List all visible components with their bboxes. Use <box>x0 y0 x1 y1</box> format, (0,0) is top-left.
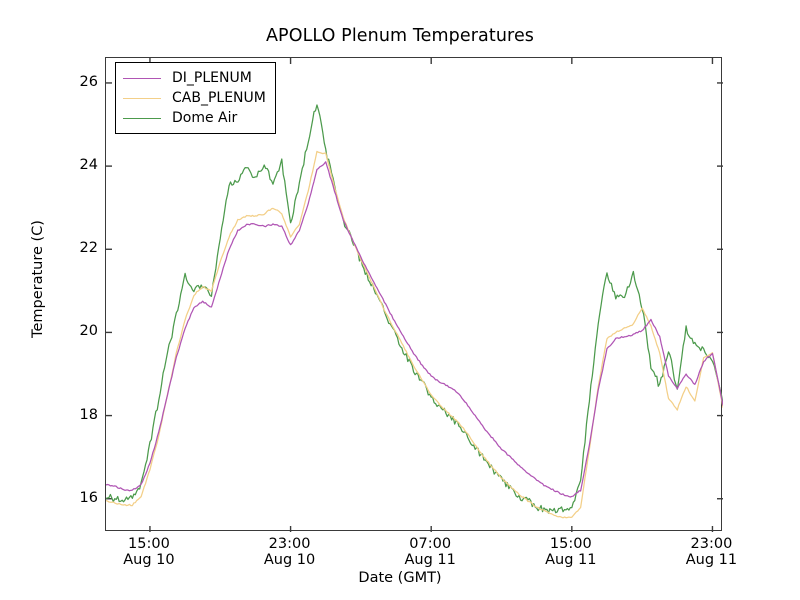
x-tick-time: 07:00 <box>409 536 452 552</box>
legend-color-swatch <box>123 117 161 119</box>
x-axis-label: Date (GMT) <box>358 570 442 586</box>
y-tick-label: 20 <box>79 323 98 340</box>
x-tick-date: Aug 11 <box>545 552 597 569</box>
series-canvas <box>106 58 723 532</box>
x-tick-label: 15:00 Aug 11 <box>511 536 631 568</box>
x-tick-time: 23:00 <box>690 536 733 552</box>
legend-label: Dome Air <box>172 110 238 126</box>
y-tick-label: 24 <box>79 157 98 174</box>
chart-title: APOLLO Plenum Temperatures <box>265 26 535 46</box>
x-tick-label: 23:00 Aug 11 <box>651 536 771 568</box>
legend-color-swatch <box>123 77 161 79</box>
series-line-dome-air <box>106 104 723 514</box>
x-tick-label: 23:00 Aug 10 <box>230 536 350 568</box>
y-axis-ticks: 16 18 20 22 24 26 <box>48 57 98 531</box>
y-tick-label: 16 <box>79 489 98 506</box>
legend-item[interactable]: CAB_PLENUM <box>123 88 266 108</box>
x-axis-ticks: 15:00 Aug 10 23:00 Aug 10 07:00 Aug 11 15:00 Au… <box>105 536 737 582</box>
x-tick-time: 15:00 <box>549 536 592 552</box>
x-tick-label: 15:00 Aug 10 <box>89 536 209 568</box>
plot-area <box>105 57 723 532</box>
y-tick-label: 26 <box>79 73 98 90</box>
x-tick-date: Aug 10 <box>263 552 316 569</box>
x-tick-date: Aug 11 <box>404 552 456 569</box>
x-tick-date: Aug 11 <box>685 552 738 569</box>
legend-label: CAB_PLENUM <box>172 90 266 106</box>
y-tick-label: 18 <box>79 406 98 423</box>
y-axis-label: Temperature (C) <box>30 220 46 338</box>
series-line-cab-plenum <box>106 150 723 519</box>
x-tick-date: Aug 10 <box>123 552 175 569</box>
legend-item[interactable]: Dome Air <box>123 108 266 128</box>
legend-item[interactable]: DI_PLENUM <box>123 68 266 88</box>
x-tick-time: 23:00 <box>268 536 311 552</box>
series-line-di-plenum <box>106 161 723 498</box>
x-tick-time: 15:00 <box>128 536 170 552</box>
chart-legend: DI_PLENUM CAB_PLENUM Dome Air <box>115 62 276 134</box>
y-tick-label: 22 <box>79 240 98 257</box>
x-tick-label: 07:00 Aug 11 <box>370 536 490 568</box>
legend-color-swatch <box>123 97 161 99</box>
legend-label: DI_PLENUM <box>172 70 252 86</box>
